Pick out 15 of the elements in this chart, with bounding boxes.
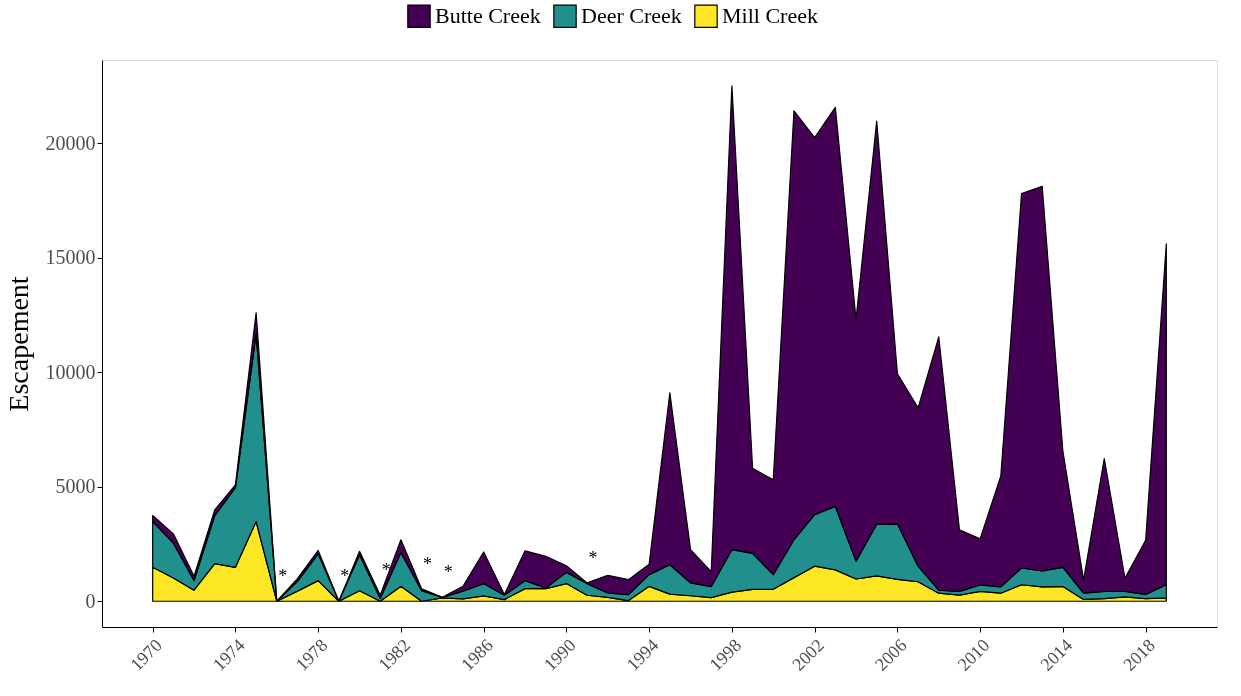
y-axis-title: Escapement (2, 276, 34, 412)
legend-label: Mill Creek (722, 3, 818, 29)
annotation: * (340, 566, 350, 587)
y-tick-label: 15000 (45, 246, 96, 269)
y-tick-label: 5000 (55, 475, 96, 498)
annotation: * (278, 566, 288, 587)
y-tick-label: 10000 (45, 360, 96, 383)
legend-label: Butte Creek (435, 3, 541, 29)
annotation: * (588, 547, 598, 568)
annotation: * (443, 562, 453, 583)
annotation: * (423, 553, 433, 574)
legend-label: Deer Creek (581, 3, 682, 29)
annotation: * (381, 560, 391, 581)
y-tick-label: 20000 (45, 131, 96, 154)
y-tick-label: 0 (85, 589, 96, 612)
